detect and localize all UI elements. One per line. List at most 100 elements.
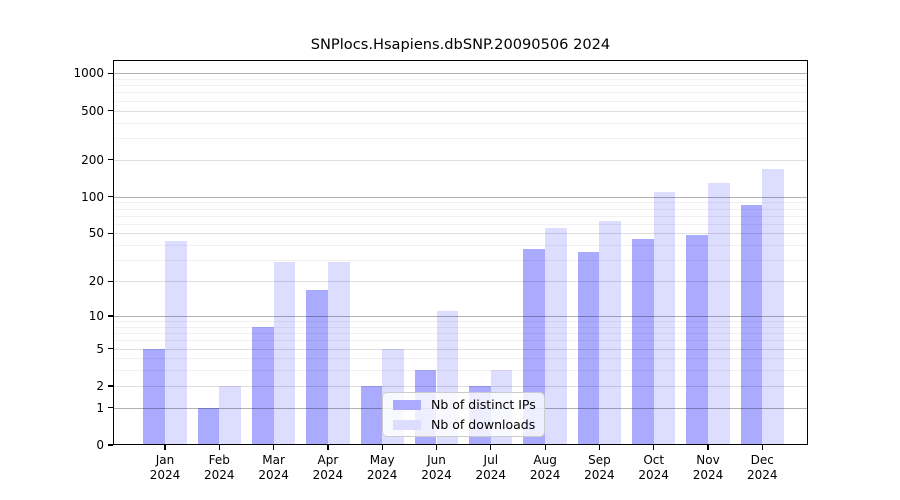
gridline-minor [114,260,807,262]
gridline-minor [114,333,807,335]
y-tick-mark [108,280,113,282]
gridline-minor [114,340,807,342]
x-tick-label-11: Nov 2024 [692,453,724,482]
x-tick-label-5: May 2024 [366,453,398,482]
y-tick-label-5: 5 [96,341,104,356]
y-tick-label-500: 500 [81,103,104,118]
x-tick-mark [327,445,329,450]
bar-downloads-10 [653,192,676,445]
x-tick-mark [653,445,655,450]
bar-downloads-9 [599,221,622,445]
y-tick-label-2: 2 [96,378,104,393]
bar-distinct-ips-11 [686,234,708,445]
x-tick-label-3: Mar 2024 [258,453,289,482]
y-tick-label-200: 200 [81,152,104,167]
bar-downloads-12 [762,168,784,445]
bar-distinct-ips-9 [577,252,600,445]
x-tick-mark [381,445,383,450]
gridline-1000 [114,73,807,75]
y-tick-label-0: 0 [96,438,104,452]
y-tick-label-1000: 1000 [73,66,104,81]
gridline-minor [114,100,807,102]
y-tick-mark [108,196,113,198]
x-tick-label-10: Oct 2024 [638,453,669,482]
legend-label-distinct-ips: Nb of distinct IPs [431,397,536,412]
gridline-minor [114,326,807,328]
y-tick-mark [108,444,113,446]
y-tick-mark [108,407,113,409]
x-tick-mark [435,445,438,450]
bar-distinct-ips-12 [740,204,763,445]
bar-distinct-ips-5 [360,385,383,445]
x-tick-label-9: Sep 2024 [584,453,615,482]
gridline-minor [114,370,807,372]
y-tick-label-100: 100 [81,189,104,204]
gridline-10 [114,316,807,317]
bar-distinct-ips-4 [306,289,328,445]
y-tick-mark [108,232,113,235]
x-tick-mark [544,445,546,450]
y-tick-label-1: 1 [96,400,104,415]
gridline-50 [114,233,807,235]
bar-downloads-4 [327,262,350,445]
legend-swatch-distinct-ips [393,399,421,410]
legend-item-distinct-ips: Nb of distinct IPs [393,396,536,413]
gridline-minor [114,78,807,80]
bar-downloads-11 [708,182,730,445]
gridline-2 [114,385,807,387]
y-tick-mark [108,159,113,161]
y-tick-mark [108,385,113,387]
y-tick-label-20: 20 [88,274,104,289]
bar-downloads-8 [545,228,567,445]
x-tick-label-8: Aug 2024 [529,453,561,482]
x-tick-label-7: Jul 2024 [475,453,507,482]
gridline-minor [114,202,807,204]
y-tick-mark [108,72,113,74]
bar-distinct-ips-3 [251,326,274,445]
y-tick-label-50: 50 [88,226,104,241]
x-tick-mark [598,445,601,450]
gridline-minor [114,358,807,360]
x-tick-mark [761,445,763,450]
bar-distinct-ips-2 [197,407,220,445]
legend-swatch-downloads [393,419,421,430]
x-tick-label-2: Feb 2024 [204,453,235,482]
gridline-minor [114,223,807,225]
x-tick-label-12: Dec 2024 [747,453,778,482]
y-tick-mark [108,315,113,317]
gridline-minor [114,122,807,124]
x-tick-mark [218,445,220,450]
chart-legend: Nb of distinct IPs Nb of downloads [382,392,545,437]
x-tick-mark [707,445,709,450]
x-tick-label-4: Apr 2024 [312,453,344,482]
chart-title: SNPlocs.Hsapiens.dbSNP.20090506 2024 [310,36,611,53]
bar-downloads-3 [273,262,296,445]
gridline-minor [114,245,807,247]
legend-item-downloads: Nb of downloads [393,416,536,433]
bar-downloads-1 [165,241,187,445]
gridline-5 [114,348,807,350]
gridline-100 [114,196,807,198]
x-tick-mark [273,445,275,450]
x-tick-label-6: Jun 2024 [421,453,452,482]
x-tick-mark [490,445,492,450]
gridline-20 [114,281,807,283]
gridline-200 [114,159,807,161]
gridline-minor [114,215,807,217]
y-tick-mark [108,348,113,350]
gridline-minor [114,92,807,94]
bar-distinct-ips-1 [143,348,165,445]
gridline-minor [114,321,807,323]
gridline-500 [114,110,807,112]
gridline-minor [114,85,807,87]
x-tick-label-1: Jan 2024 [149,453,181,482]
legend-label-downloads: Nb of downloads [431,417,536,432]
x-tick-mark [164,445,166,450]
bar-distinct-ips-10 [632,239,654,445]
bar-downloads-2 [219,385,241,445]
y-tick-mark [108,109,113,112]
y-tick-label-10: 10 [88,309,104,323]
gridline-minor [114,137,807,139]
gridline-minor [114,208,807,210]
